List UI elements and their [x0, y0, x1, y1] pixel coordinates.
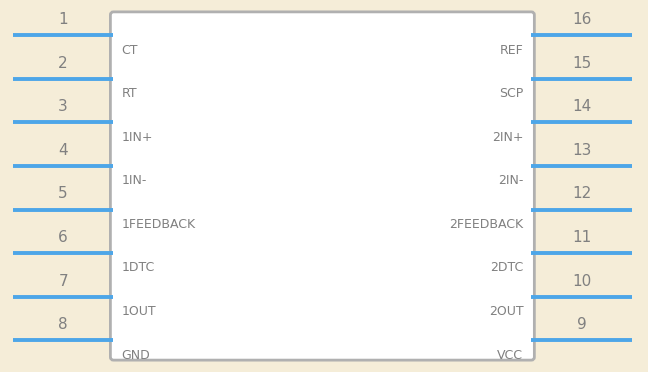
Text: 2FEEDBACK: 2FEEDBACK [449, 218, 524, 231]
Text: VCC: VCC [498, 349, 524, 362]
Text: SCP: SCP [499, 87, 524, 100]
Text: 5: 5 [58, 186, 68, 202]
Text: 2IN-: 2IN- [498, 174, 524, 187]
FancyBboxPatch shape [110, 12, 535, 360]
Text: 2: 2 [58, 56, 68, 71]
Text: 8: 8 [58, 317, 68, 332]
Text: GND: GND [121, 349, 150, 362]
Text: 11: 11 [572, 230, 591, 245]
Text: 1DTC: 1DTC [121, 262, 155, 275]
Text: 15: 15 [572, 56, 591, 71]
Text: RT: RT [121, 87, 137, 100]
Text: 7: 7 [58, 274, 68, 289]
Text: 1OUT: 1OUT [121, 305, 156, 318]
Text: 2OUT: 2OUT [489, 305, 524, 318]
Text: 2DTC: 2DTC [490, 262, 524, 275]
Text: 12: 12 [572, 186, 591, 202]
Text: 1: 1 [58, 12, 68, 27]
Text: 2IN+: 2IN+ [492, 131, 524, 144]
Text: 13: 13 [572, 143, 591, 158]
Text: 1IN+: 1IN+ [121, 131, 153, 144]
Text: 1FEEDBACK: 1FEEDBACK [121, 218, 196, 231]
Text: 3: 3 [58, 99, 68, 114]
Text: 16: 16 [572, 12, 591, 27]
Text: REF: REF [500, 44, 524, 57]
Text: 1IN-: 1IN- [121, 174, 147, 187]
Text: 4: 4 [58, 143, 68, 158]
Text: CT: CT [121, 44, 138, 57]
Text: 14: 14 [572, 99, 591, 114]
Text: 6: 6 [58, 230, 68, 245]
Text: 9: 9 [577, 317, 586, 332]
Text: 10: 10 [572, 274, 591, 289]
